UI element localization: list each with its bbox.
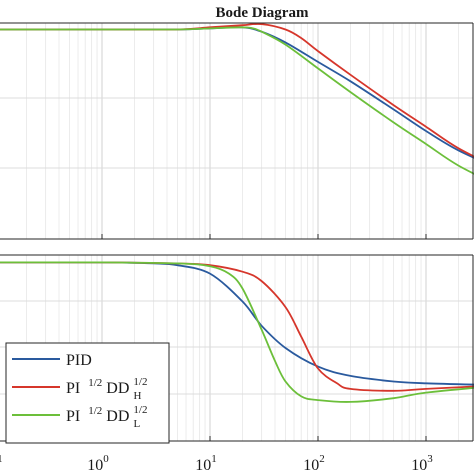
legend: PID PI 1/2 DD 1/2 H PI 1/2 DD 1/2 L xyxy=(5,342,170,444)
legend-label-pid: PID xyxy=(66,352,92,369)
x-tick-exponent: 2 xyxy=(319,453,325,465)
x-tick-base: 10 xyxy=(195,457,211,474)
x-tick-label: 102 xyxy=(303,453,325,474)
legend-pi-h-exponent: 1/2 xyxy=(88,377,102,389)
magnitude-line-pi-dd-l xyxy=(0,26,474,175)
legend-pi-h: PI xyxy=(66,380,80,397)
legend-item-pi-dd-h: PI 1/2 DD 1/2 H xyxy=(12,372,151,402)
x-tick-base: 10 xyxy=(303,457,319,474)
magnitude-series xyxy=(0,22,474,175)
legend-item-pid: PID xyxy=(12,352,92,369)
chart-title: Bode Diagram xyxy=(216,5,309,21)
magnitude-panel xyxy=(0,22,474,240)
x-tick-label: 103 xyxy=(411,453,433,474)
phase-line-pi-dd-l xyxy=(0,261,474,403)
legend-pi-l-exponent: 1/2 xyxy=(88,405,102,417)
x-tick-exponent: 0 xyxy=(103,453,109,465)
legend-dd-l-exponent: 1/2 xyxy=(133,404,147,416)
x-tick-exponent: 1 xyxy=(211,453,217,465)
x-tick-base: 10 xyxy=(411,457,427,474)
legend-dd-l: DD xyxy=(106,408,129,425)
phase-series xyxy=(0,261,474,403)
legend-dd-l-subscript: L xyxy=(133,418,140,430)
x-tick-label: 10-1 xyxy=(0,453,3,474)
legend-dd-h: DD xyxy=(106,380,129,397)
legend-pi-l: PI xyxy=(66,408,80,425)
x-tick-exponent: -1 xyxy=(0,453,3,465)
x-tick-exponent: 3 xyxy=(427,453,433,465)
svg-text:PI 1/2 DD: PI 1/2 DD 1/2 L xyxy=(66,400,151,430)
legend-dd-h-subscript: H xyxy=(133,390,141,402)
x-tick-label: 101 xyxy=(195,453,217,474)
svg-text:PI 1/2 DD: PI 1/2 DD 1/2 H xyxy=(66,372,151,402)
legend-item-pi-dd-l: PI 1/2 DD 1/2 L xyxy=(12,400,151,430)
legend-dd-h-exponent: 1/2 xyxy=(133,376,147,388)
x-tick-labels: 10-1100101102103 xyxy=(0,453,433,474)
magnitude-plot-area xyxy=(0,23,473,239)
x-tick-label: 100 xyxy=(87,453,109,474)
x-tick-base: 10 xyxy=(87,457,103,474)
